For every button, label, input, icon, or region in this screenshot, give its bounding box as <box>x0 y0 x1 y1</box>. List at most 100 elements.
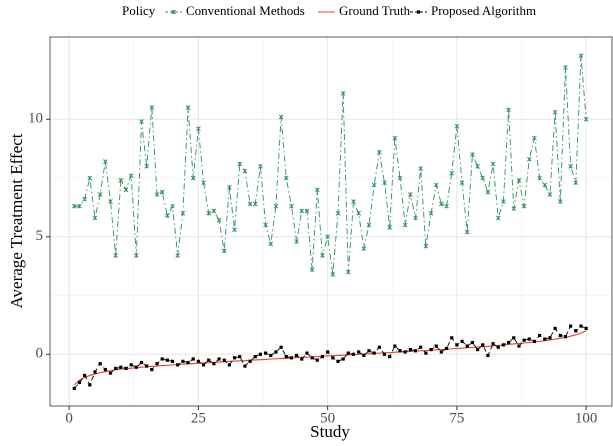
data-point <box>569 324 573 328</box>
data-point <box>584 326 588 331</box>
data-point <box>77 380 82 385</box>
data-point <box>269 353 273 358</box>
panel-border <box>49 36 613 407</box>
data-point <box>481 343 485 347</box>
data-point <box>351 352 356 356</box>
data-point <box>305 351 309 355</box>
data-point <box>283 175 289 181</box>
data-point <box>170 359 175 363</box>
data-point <box>118 178 124 183</box>
data-point <box>134 365 138 369</box>
data-point <box>263 222 268 228</box>
data-point <box>278 114 284 120</box>
data-point <box>444 203 449 209</box>
data-point <box>501 199 506 204</box>
data-point <box>490 161 496 167</box>
legend-label: Conventional Methods <box>186 3 305 18</box>
data-point <box>428 210 434 216</box>
data-point <box>212 362 216 366</box>
data-point <box>211 208 217 214</box>
data-point <box>357 350 361 354</box>
data-point <box>92 215 98 221</box>
data-point <box>392 135 398 141</box>
data-point <box>274 350 278 354</box>
data-point <box>128 173 134 178</box>
data-point <box>558 333 562 338</box>
data-point <box>340 91 346 96</box>
data-point <box>165 358 169 362</box>
data-point <box>377 149 382 155</box>
data-point <box>573 180 579 186</box>
data-point <box>155 362 159 366</box>
data-point <box>475 163 480 169</box>
data-point <box>83 373 87 378</box>
data-point <box>201 363 206 367</box>
data-point <box>206 210 212 216</box>
data-point <box>538 333 542 338</box>
x-tick-label: 50 <box>320 410 335 426</box>
data-point <box>330 272 336 277</box>
data-point <box>273 203 279 209</box>
data-point <box>160 357 164 361</box>
data-point <box>304 208 310 214</box>
data-point <box>387 225 393 230</box>
data-point <box>578 53 584 59</box>
data-point <box>284 355 288 359</box>
data-point <box>331 356 335 360</box>
data-point <box>361 246 367 251</box>
data-point <box>221 248 227 254</box>
data-point <box>71 203 77 209</box>
data-point <box>372 351 376 355</box>
data-point <box>418 166 424 171</box>
data-point <box>574 329 578 333</box>
data-point <box>98 362 102 366</box>
data-point <box>320 253 325 258</box>
data-point <box>543 337 547 341</box>
data-point <box>263 351 268 355</box>
data-point <box>299 208 305 214</box>
data-point <box>563 335 568 339</box>
data-point <box>408 347 412 352</box>
data-point <box>548 336 552 340</box>
data-point <box>346 351 350 355</box>
data-point <box>186 360 190 365</box>
data-point <box>563 65 568 70</box>
data-point <box>191 357 195 361</box>
data-point <box>154 192 160 197</box>
data-point <box>506 107 511 113</box>
data-point <box>413 349 418 353</box>
data-point <box>87 175 93 181</box>
data-point <box>512 336 516 340</box>
data-point <box>449 170 455 176</box>
plot-panel <box>50 37 612 406</box>
data-point <box>310 356 314 360</box>
data-point <box>165 213 170 218</box>
data-point <box>314 187 320 193</box>
data-point <box>516 178 522 183</box>
data-point <box>268 241 274 247</box>
data-point <box>82 196 87 202</box>
data-point <box>93 370 97 374</box>
data-point <box>526 156 532 162</box>
data-point <box>227 185 232 190</box>
data-point <box>238 355 242 359</box>
data-point <box>429 347 433 352</box>
data-point <box>583 116 589 122</box>
data-point <box>114 366 118 370</box>
data-point <box>434 344 438 348</box>
data-point <box>77 203 82 209</box>
data-point <box>371 182 377 188</box>
legend-label: Proposed Algorithm <box>431 3 536 18</box>
data-point <box>72 386 76 390</box>
data-point <box>459 180 465 186</box>
data-point <box>506 340 511 345</box>
data-point <box>190 175 196 181</box>
data-point <box>464 229 470 235</box>
data-point <box>216 218 222 223</box>
data-point <box>248 359 252 363</box>
data-point <box>103 367 107 372</box>
data-point <box>521 203 527 209</box>
data-point <box>289 203 294 209</box>
data-point <box>408 192 413 197</box>
